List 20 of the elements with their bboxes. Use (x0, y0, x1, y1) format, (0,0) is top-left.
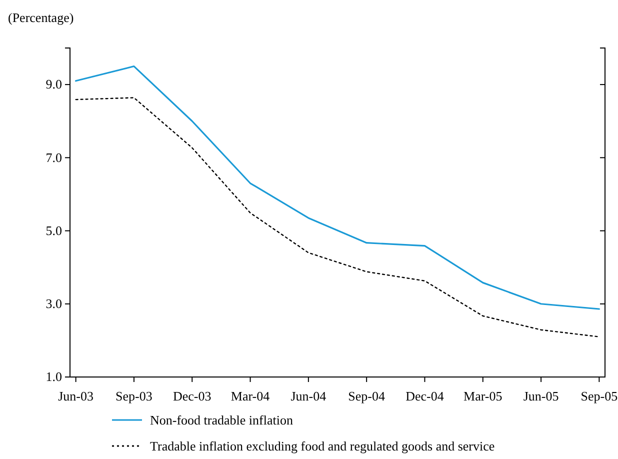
y-tick-label: 1.0 (46, 369, 62, 384)
x-tick-label: Sep-04 (348, 388, 386, 404)
x-tick-label: Dec-04 (406, 388, 444, 404)
x-tick-label: Mar-04 (230, 388, 270, 404)
y-axis-title: (Percentage) (8, 10, 74, 25)
x-tick-label: Jun-05 (523, 388, 559, 404)
y-tick-label: 3.0 (46, 296, 62, 312)
x-tick-label: Sep-03 (116, 388, 152, 404)
legend-label: Non-food tradable inflation (150, 412, 294, 428)
y-tick-label: 9.0 (46, 76, 62, 92)
line-series (75, 97, 600, 338)
x-tick-label: Dec-03 (172, 388, 212, 404)
line-series (75, 65, 600, 310)
y-tick-label: 7.0 (46, 150, 62, 165)
x-tick-label: Jun-03 (58, 388, 94, 404)
x-tick-label: Jun-04 (290, 388, 327, 404)
y-tick-label: 5.0 (46, 222, 62, 238)
legend-label: Tradable inflation excluding food and regulated goods and service (150, 438, 495, 454)
x-tick-label: Mar-05 (464, 388, 502, 404)
x-tick-label: Sep-05 (580, 388, 618, 404)
